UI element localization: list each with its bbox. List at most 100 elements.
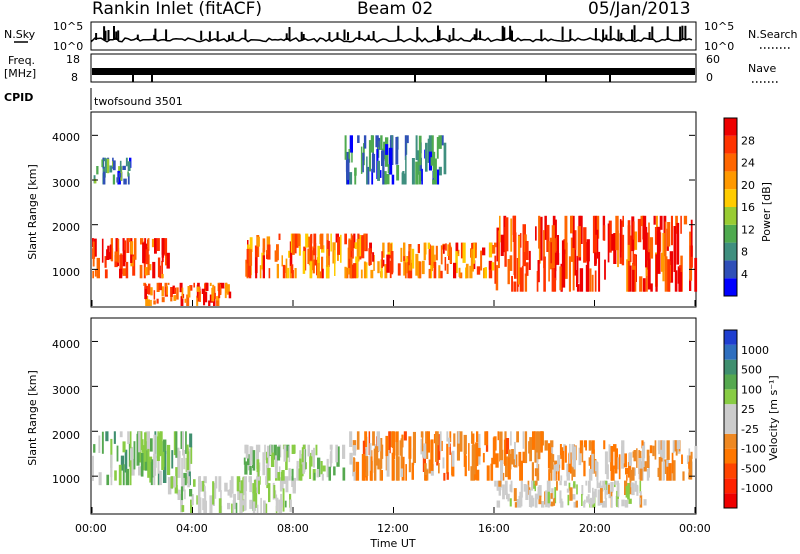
data-streak: [660, 449, 663, 457]
data-streak: [447, 244, 450, 256]
data-streak: [484, 431, 488, 446]
data-streak: [666, 440, 670, 460]
data-streak: [384, 264, 388, 279]
data-streak: [596, 480, 599, 489]
data-streak: [170, 476, 174, 489]
data-streak: [92, 270, 94, 279]
data-streak: [589, 268, 592, 292]
data-streak: [386, 254, 390, 273]
data-streak: [622, 215, 624, 227]
data-streak: [296, 460, 299, 468]
data-streak: [350, 257, 353, 279]
data-streak: [158, 432, 162, 454]
data-streak: [569, 443, 571, 464]
data-streak: [632, 221, 635, 240]
data-streak: [144, 456, 148, 471]
data-streak: [501, 449, 504, 464]
data-streak: [657, 226, 661, 274]
data-streak: [395, 137, 399, 165]
data-streak: [181, 505, 185, 512]
data-streak: [247, 454, 250, 466]
data-streak: [686, 455, 690, 464]
data-streak: [421, 168, 423, 185]
velocity-panel-frame: [90, 317, 697, 515]
data-streak: [309, 455, 312, 479]
velocity-colorbar-swatch: [724, 448, 737, 464]
velocity-colorbar-swatch: [724, 419, 737, 434]
data-streak: [385, 144, 389, 155]
data-streak: [649, 237, 654, 259]
data-streak: [428, 244, 431, 266]
data-streak: [267, 467, 271, 481]
data-streak: [256, 504, 259, 513]
data-streak: [381, 470, 383, 481]
data-streak: [566, 472, 570, 481]
data-streak: [387, 164, 390, 174]
data-streak: [369, 443, 372, 471]
power-colorbar-swatch: [724, 278, 737, 296]
power-yaxis: 1000 2000 3000 4000: [52, 131, 80, 279]
data-streak: [122, 268, 127, 276]
data-streak: [125, 468, 129, 486]
data-streak: [438, 135, 442, 149]
data-streak: [180, 296, 183, 306]
data-streak: [391, 135, 393, 148]
data-streak: [177, 489, 181, 500]
data-streak: [104, 256, 107, 268]
data-streak: [494, 480, 497, 487]
data-streak: [189, 489, 193, 497]
data-streak: [631, 483, 635, 496]
data-streak: [440, 135, 444, 146]
data-streak: [498, 480, 502, 487]
velocity-colorbar-swatch: [724, 359, 737, 375]
data-streak: [116, 177, 119, 183]
data-streak: [626, 259, 630, 292]
velocity-colorbar-swatch: [724, 344, 737, 360]
data-streak: [428, 151, 432, 171]
data-streak: [551, 458, 554, 470]
data-streak: [187, 286, 191, 298]
data-streak: [645, 226, 648, 268]
data-streak: [205, 282, 209, 291]
data-streak: [583, 499, 586, 505]
data-streak: [301, 447, 304, 463]
data-streak: [424, 463, 427, 481]
noise-right-tick-bottom: 10^0: [704, 40, 734, 53]
data-streak: [189, 433, 193, 448]
data-streak: [427, 242, 431, 249]
plot-title: Rankin Inlet (fitACF): [92, 0, 262, 19]
data-streak: [657, 467, 661, 477]
data-streak: [249, 237, 253, 252]
power-colorbar-swatch: [724, 207, 737, 225]
data-streak: [590, 497, 593, 508]
data-streak: [546, 480, 550, 494]
data-streak: [266, 445, 270, 458]
xaxis-label: Time UT: [369, 537, 415, 550]
data-streak: [400, 438, 403, 469]
data-streak: [356, 238, 360, 262]
data-streak: [611, 496, 613, 508]
data-streak: [199, 481, 203, 492]
data-streak: [372, 431, 375, 446]
data-streak: [333, 466, 336, 476]
data-streak: [176, 287, 179, 300]
velocity-ytick-4000: 4000: [52, 338, 80, 351]
data-streak: [133, 441, 136, 470]
power-colorbar-label: Power [dB]: [760, 182, 773, 242]
data-streak: [495, 265, 499, 291]
data-streak: [96, 257, 100, 279]
data-streak: [285, 451, 288, 470]
data-streak: [288, 445, 291, 463]
data-streak: [317, 457, 321, 477]
data-streak: [128, 442, 131, 467]
data-streak: [144, 432, 147, 462]
data-streak: [310, 233, 313, 244]
data-streak: [639, 495, 643, 508]
data-streak: [444, 257, 447, 271]
data-streak: [235, 502, 238, 513]
data-streak: [203, 476, 207, 484]
data-streak: [109, 165, 113, 173]
data-streak: [661, 440, 664, 458]
data-streak: [161, 273, 164, 279]
data-streak: [221, 282, 225, 289]
